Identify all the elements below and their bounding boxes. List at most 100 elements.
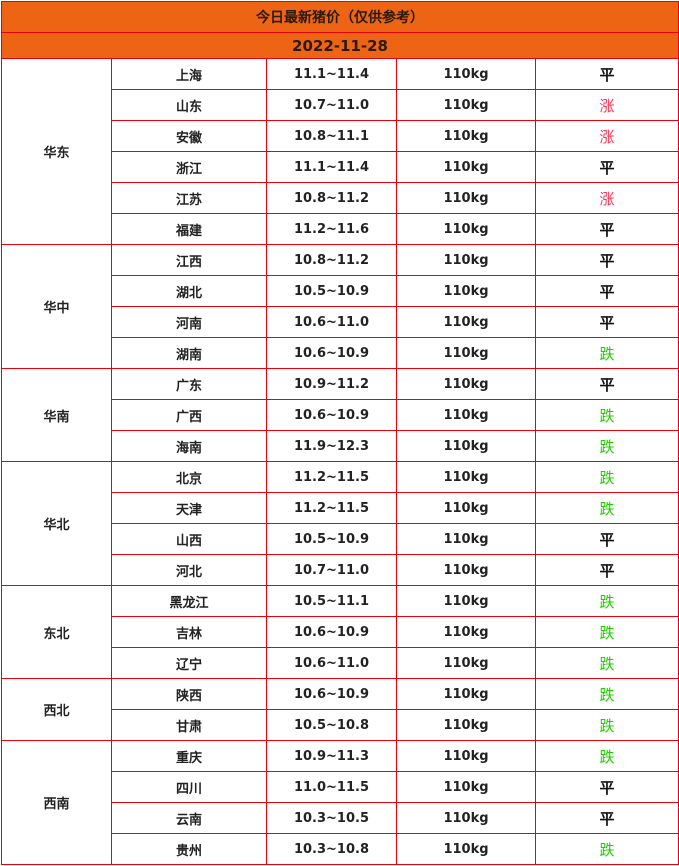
table-row: 安徽 10.8~11.1 110kg 涨 [2,120,679,152]
price-cell: 10.6~10.9 [266,337,397,369]
province-cell: 陕西 [111,678,267,710]
weight-cell: 110kg [396,740,536,772]
trend-cell: 跌 [534,678,679,710]
table-row: 福建 11.2~11.6 110kg 平 [2,213,679,245]
price-cell: 10.6~11.0 [266,306,397,338]
province-cell: 广东 [111,368,267,400]
province-cell: 海南 [111,430,267,462]
date-row: 2022-11-28 [0,32,679,59]
price-cell: 10.6~11.0 [266,647,397,679]
table-date: 2022-11-28 [0,32,679,59]
weight-cell: 110kg [396,554,536,586]
price-cell: 11.9~12.3 [266,430,397,462]
province-cell: 黑龙江 [111,585,267,617]
weight-cell: 110kg [396,492,536,524]
price-cell: 10.8~11.1 [266,120,397,152]
trend-cell: 平 [534,213,679,245]
trend-cell: 跌 [534,833,679,865]
weight-cell: 110kg [396,120,536,152]
weight-cell: 110kg [396,58,536,90]
trend-cell: 跌 [534,709,679,741]
province-cell: 江西 [111,244,267,276]
table-row: 东北 黑龙江 10.5~11.1 110kg 跌 [1,585,679,679]
province-cell: 湖北 [111,275,267,307]
table-row: 云南 10.3~10.5 110kg 平 [2,802,679,834]
weight-cell: 110kg [396,616,536,648]
price-cell: 10.7~11.0 [266,554,397,586]
price-cell: 11.0~11.5 [266,771,397,803]
weight-cell: 110kg [396,709,536,741]
table-row: 华东 上海 11.1~11.4 110kg 平 [1,58,679,245]
title-row: 今日最新猪价（仅供参考） [0,1,679,33]
province-cell: 甘肃 [111,709,267,741]
region-cell: 华东 [1,58,112,245]
price-cell: 11.2~11.5 [266,461,397,493]
province-cell: 湖南 [111,337,267,369]
trend-cell: 跌 [534,740,679,772]
price-cell: 10.6~10.9 [266,399,397,431]
price-cell: 11.1~11.4 [266,151,397,183]
trend-cell: 平 [534,151,679,183]
trend-cell: 跌 [534,616,679,648]
weight-cell: 110kg [396,213,536,245]
table-row: 湖南 10.6~10.9 110kg 跌 [2,337,679,369]
trend-cell: 平 [534,306,679,338]
region-cell: 东北 [1,585,112,679]
trend-cell: 涨 [534,182,679,214]
province-cell: 浙江 [111,151,267,183]
trend-cell: 平 [534,523,679,555]
table-row: 吉林 10.6~10.9 110kg 跌 [2,616,679,648]
province-cell: 山东 [111,89,267,121]
province-cell: 河北 [111,554,267,586]
price-cell: 10.3~10.8 [266,833,397,865]
table-row: 华北 北京 11.2~11.5 110kg 跌 [1,461,679,586]
trend-cell: 平 [534,771,679,803]
table-row: 山西 10.5~10.9 110kg 平 [2,523,679,555]
table-row: 西南 重庆 10.9~11.3 110kg 跌 [1,740,679,865]
trend-cell: 跌 [534,430,679,462]
price-cell: 10.9~11.3 [266,740,397,772]
province-cell: 河南 [111,306,267,338]
region-cell: 华中 [1,244,112,369]
table-row: 贵州 10.3~10.8 110kg 跌 [2,833,679,865]
weight-cell: 110kg [396,585,536,617]
province-cell: 山西 [111,523,267,555]
price-cell: 10.5~10.9 [266,523,397,555]
province-cell: 辽宁 [111,647,267,679]
trend-cell: 跌 [534,647,679,679]
province-cell: 四川 [111,771,267,803]
price-cell: 10.5~10.9 [266,275,397,307]
weight-cell: 110kg [396,430,536,462]
trend-cell: 平 [534,275,679,307]
trend-cell: 平 [534,58,679,90]
table-row: 江苏 10.8~11.2 110kg 涨 [2,182,679,214]
table-row: 河北 10.7~11.0 110kg 平 [2,554,679,586]
price-cell: 10.6~10.9 [266,616,397,648]
trend-cell: 平 [534,802,679,834]
price-cell: 10.8~11.2 [266,182,397,214]
weight-cell: 110kg [396,182,536,214]
price-cell: 10.6~10.9 [266,678,397,710]
price-cell: 10.3~10.5 [266,802,397,834]
trend-cell: 涨 [534,89,679,121]
region-cell: 西南 [1,740,112,865]
province-cell: 贵州 [111,833,267,865]
weight-cell: 110kg [396,399,536,431]
trend-cell: 跌 [534,492,679,524]
price-cell: 11.2~11.6 [266,213,397,245]
table-row: 浙江 11.1~11.4 110kg 平 [2,151,679,183]
weight-cell: 110kg [396,306,536,338]
trend-cell: 涨 [534,120,679,152]
price-cell: 10.5~11.1 [266,585,397,617]
weight-cell: 110kg [396,275,536,307]
province-cell: 云南 [111,802,267,834]
province-cell: 吉林 [111,616,267,648]
weight-cell: 110kg [396,461,536,493]
weight-cell: 110kg [396,802,536,834]
province-cell: 福建 [111,213,267,245]
table-row: 山东 10.7~11.0 110kg 涨 [2,89,679,121]
trend-cell: 跌 [534,399,679,431]
region-cell: 华北 [1,461,112,586]
weight-cell: 110kg [396,523,536,555]
table-row: 湖北 10.5~10.9 110kg 平 [2,275,679,307]
